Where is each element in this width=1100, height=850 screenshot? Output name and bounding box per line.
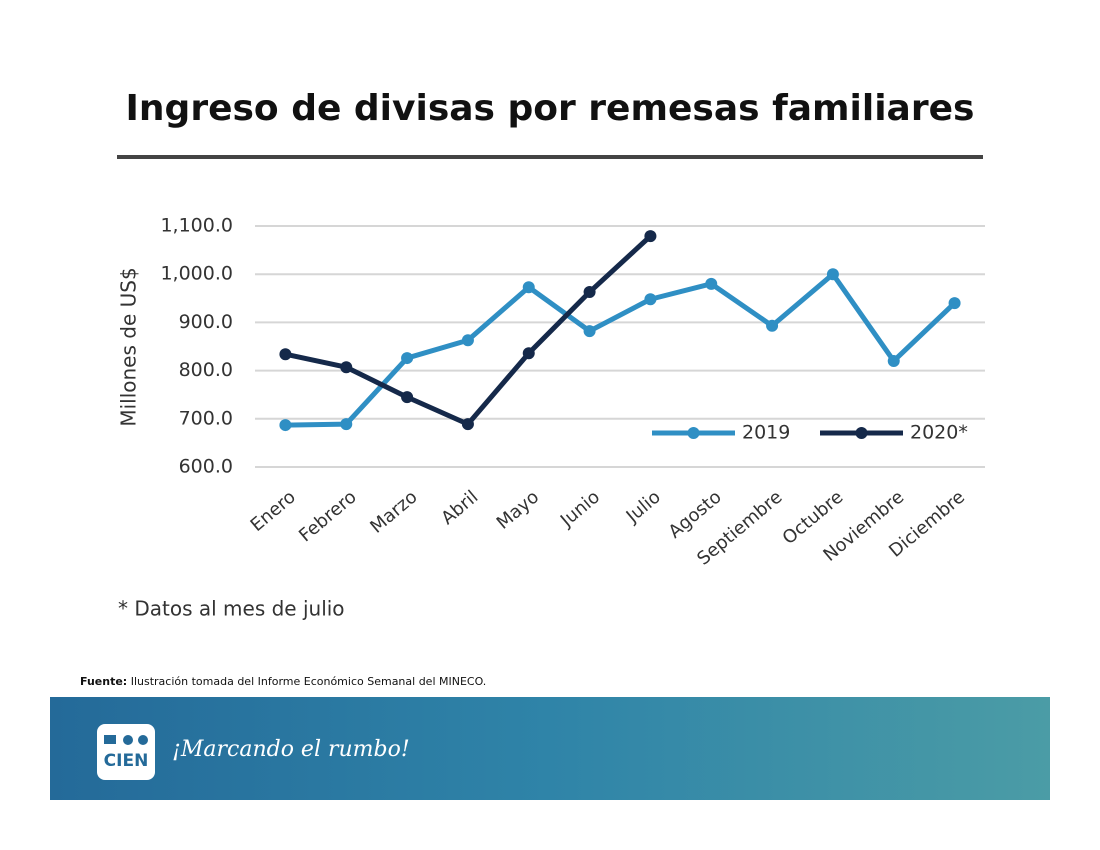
point (583, 325, 596, 338)
chart-title: Ingreso de divisas por remesas familiare… (126, 88, 975, 129)
footnote: * Datos al mes de julio (118, 597, 345, 621)
point (461, 334, 474, 347)
series-line (285, 271, 957, 428)
logo-shape (123, 735, 133, 745)
logo-shape (138, 735, 148, 745)
source: Fuente: Ilustración tomada del Informe E… (80, 675, 486, 688)
legend-marker (687, 427, 700, 439)
point (340, 418, 353, 431)
x-tick-label: Julio (622, 487, 665, 528)
point (583, 286, 596, 299)
slogan: ¡Marcando el rumbo! (172, 737, 410, 762)
x-tick-label: Mayo (493, 487, 543, 534)
legend-label: 2019 (742, 422, 790, 444)
point (522, 347, 535, 360)
y-tick-label: 900.0 (179, 311, 233, 333)
plot: 600.0 700.0 800.0 900.0 1,000.0 1,100.0 EneroF… (160, 215, 985, 570)
point (279, 419, 292, 432)
point (461, 418, 474, 431)
point (887, 354, 900, 367)
y-tick-label: 1,000.0 (160, 263, 233, 285)
logo-shape (104, 735, 116, 744)
x-tick-label: Junio (556, 487, 604, 532)
point (644, 230, 657, 243)
point (401, 352, 414, 365)
y-tick-label: 800.0 (179, 359, 233, 381)
point (705, 277, 718, 290)
source-label: Fuente: (80, 675, 127, 688)
point (826, 268, 839, 281)
point (340, 361, 353, 374)
logo-text: CIEN (104, 751, 149, 771)
x-tick-label: Enero (247, 487, 300, 536)
legend-label: 2020* (910, 422, 968, 444)
y-axis-label: Millones de US$ (117, 267, 141, 426)
footer-band (50, 697, 1050, 800)
point (948, 297, 961, 310)
point (644, 293, 657, 306)
point (766, 319, 779, 332)
point (522, 281, 535, 294)
y-tick-label: 700.0 (179, 407, 233, 429)
source-text: Ilustración tomada del Informe Económico… (131, 675, 487, 688)
legend-marker (855, 427, 868, 439)
y-tick-label: 1,100.0 (160, 215, 233, 237)
y-tick-label: 600.0 (179, 456, 233, 478)
x-tick-label: Abril (437, 487, 482, 530)
x-tick-label: Marzo (366, 487, 421, 538)
point (401, 391, 414, 404)
x-tick-label: Febrero (295, 487, 361, 547)
point (279, 348, 292, 361)
